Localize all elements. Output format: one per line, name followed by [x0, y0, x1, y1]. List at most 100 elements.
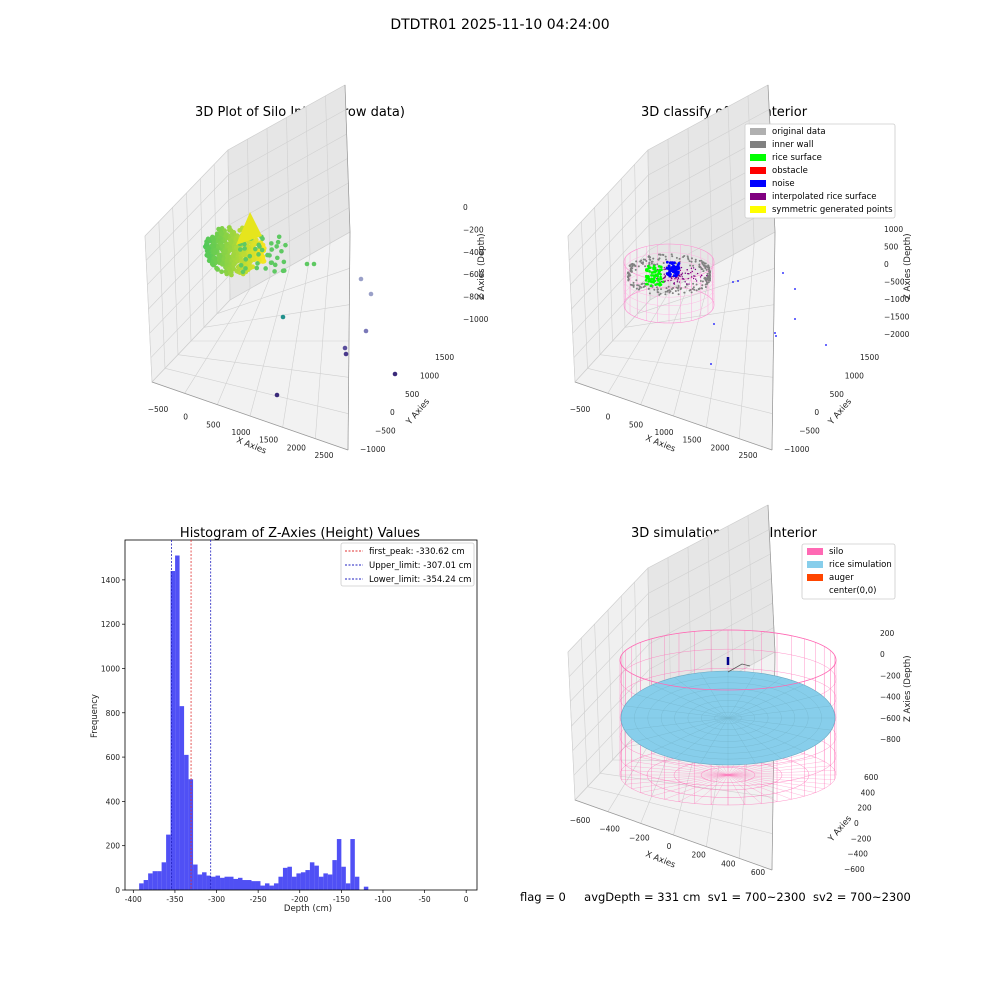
p1-data-point [344, 352, 349, 357]
panel2-legend: original data inner wall rice surface ob… [745, 124, 895, 218]
histogram-bar [337, 839, 341, 890]
p2-inner-wall-point [639, 261, 641, 263]
p2-rice-point [656, 279, 659, 282]
legend-label-inner-wall: inner wall [772, 140, 813, 150]
histogram-bar [274, 883, 278, 890]
p2-rice-point [654, 280, 657, 283]
p2-rice-point [648, 270, 651, 273]
histogram-bar [184, 755, 188, 890]
p2-inner-wall-point [660, 288, 662, 290]
p2-interpolated-point [674, 282, 675, 283]
p2-inner-wall-point [649, 256, 651, 258]
p2-inner-wall-point [656, 286, 658, 288]
p1-data-point [369, 292, 374, 297]
p2-noise-point [713, 323, 715, 325]
p4-x-tick: 200 [692, 851, 707, 860]
p1-surface-point [269, 260, 274, 265]
histogram-bar [364, 887, 368, 890]
p2-noise-point [671, 261, 674, 264]
p1-data-point [393, 372, 398, 377]
histogram-y-tick-label: 1200 [101, 620, 120, 629]
p2-inner-wall-point [652, 258, 654, 260]
histogram-bar [346, 883, 350, 890]
p1-data-point [275, 393, 280, 398]
p2-inner-wall-point [675, 290, 677, 292]
p2-noise-point [775, 335, 777, 337]
p2-inner-wall-point [633, 265, 635, 267]
p2-inner-wall-point [636, 288, 638, 290]
p2-z-tick: −2000 [884, 330, 910, 339]
legend-swatch-inner-wall [750, 141, 766, 148]
histogram-bar [139, 883, 143, 890]
p2-x-tick: 500 [629, 420, 644, 429]
histogram-bar [287, 867, 291, 890]
p4-x-tick: −200 [629, 833, 650, 842]
p2-inner-wall-point [638, 265, 640, 267]
p2-interpolated-point [693, 278, 694, 279]
histogram-x-tick-label: -250 [250, 895, 267, 904]
histogram-bar [198, 874, 202, 890]
p1-surface-point [256, 252, 261, 257]
p2-rice-point [651, 281, 654, 284]
p1-surface-point [282, 260, 287, 265]
p2-interpolated-point [706, 275, 707, 276]
p2-noise-point [671, 266, 674, 269]
p4-y-tick: −600 [844, 865, 865, 874]
p4-x-tick: 0 [667, 842, 672, 851]
legend-swatch-auger [807, 574, 823, 581]
legend-swatch-obstacle [750, 167, 766, 174]
p2-y-tick: −1000 [784, 445, 810, 454]
p2-interpolated-point [691, 276, 692, 277]
p1-y-tick: 1500 [435, 353, 454, 362]
p4-y-tick: 200 [857, 804, 872, 813]
panel4-legend: silo rice simulation auger center(0,0) [802, 544, 895, 599]
histogram-y-tick-label: 0 [115, 886, 120, 895]
legend-label-rice-surface: rice surface [772, 153, 822, 163]
p2-inner-wall-point [657, 258, 659, 260]
p2-interpolated-point [681, 267, 682, 268]
p2-inner-wall-point [660, 254, 662, 256]
p2-interpolated-point [677, 281, 678, 282]
p2-inner-wall-point [672, 292, 674, 294]
p2-interpolated-point [696, 280, 697, 281]
p2-inner-wall-point [640, 287, 642, 289]
legend-swatch-silo [807, 548, 823, 555]
histogram-x-tick-label: -350 [166, 895, 183, 904]
histogram-bar [332, 860, 336, 890]
p2-inner-wall-point [690, 289, 692, 291]
histogram-y-tick-label: 200 [106, 842, 121, 851]
p2-inner-wall-point [644, 285, 646, 287]
p2-inner-wall-point [649, 258, 651, 260]
p4-z-tick: −800 [880, 735, 901, 744]
legend-swatch-rice-surface [750, 154, 766, 161]
p2-rice-point [649, 266, 652, 269]
p2-inner-wall-point [702, 280, 704, 282]
p2-inner-wall-point [709, 276, 711, 278]
histogram-bar [278, 877, 282, 890]
p2-rice-point [655, 274, 658, 277]
p2-inner-wall-point [683, 255, 685, 257]
p2-inner-wall-point [648, 288, 650, 290]
p1-surface-point [254, 266, 259, 271]
histogram-bar [193, 865, 197, 890]
p2-inner-wall-point [664, 293, 666, 295]
histogram-y-tick-label: 600 [106, 753, 121, 762]
p2-noise-point [794, 318, 796, 320]
p1-surface-point [210, 262, 215, 267]
p2-inner-wall-point [687, 255, 689, 257]
p1-surface-point [232, 262, 237, 267]
p2-inner-wall-point [657, 291, 659, 293]
p2-z-tick: 500 [884, 243, 899, 252]
p4-x-tick: 400 [721, 859, 736, 868]
p2-inner-wall-point [689, 265, 691, 267]
panel3-xlabel: Depth (cm) [284, 904, 332, 914]
p1-surface-point [261, 254, 266, 259]
p1-surface-point [205, 241, 210, 246]
histogram-x-tick-label: 0 [464, 895, 469, 904]
p2-noise-point [782, 272, 784, 274]
legend-label-auger: auger [829, 573, 854, 583]
p2-inner-wall-point [663, 262, 665, 264]
histogram-x-tick-label: -150 [333, 895, 350, 904]
p2-noise-point [794, 288, 796, 290]
p2-inner-wall-point [632, 285, 634, 287]
